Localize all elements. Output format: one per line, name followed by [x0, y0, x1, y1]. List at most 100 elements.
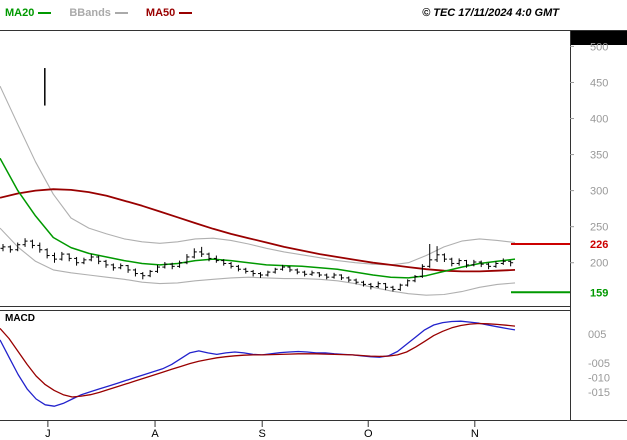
- candle: [324, 273, 330, 280]
- candle: [500, 258, 506, 265]
- candle: [265, 270, 271, 277]
- candle: [59, 251, 65, 261]
- candle: [213, 255, 219, 263]
- macd-series-signal: [0, 322, 516, 398]
- candle: [427, 243, 433, 268]
- month-label: A: [151, 428, 159, 440]
- candle: [309, 270, 315, 276]
- candle: [294, 268, 300, 275]
- month-label: S: [259, 428, 266, 440]
- candle: [177, 260, 183, 268]
- candle: [353, 278, 359, 285]
- candle: [147, 269, 153, 278]
- candle: [258, 272, 263, 278]
- candle: [66, 253, 72, 262]
- candle: [184, 254, 190, 265]
- candle: [449, 257, 455, 267]
- candle: [368, 282, 374, 290]
- candle: [206, 252, 212, 262]
- candle: [155, 264, 160, 273]
- candle: [88, 254, 94, 262]
- candle: [44, 248, 50, 259]
- series-bb_upper: [0, 85, 516, 266]
- candle: [22, 238, 28, 247]
- candle: [471, 259, 477, 267]
- candle: [302, 270, 308, 277]
- candle: [316, 272, 322, 278]
- candle: [375, 281, 381, 288]
- candle: [103, 259, 109, 268]
- candle: [140, 272, 146, 280]
- candle: [508, 260, 514, 267]
- candle: [52, 252, 57, 263]
- ma20-line-sample-icon: [38, 12, 52, 14]
- candle: [0, 243, 6, 252]
- candle: [7, 245, 13, 253]
- candle: [419, 264, 425, 278]
- y-axis-label: 500: [590, 41, 608, 53]
- candle: [235, 264, 241, 272]
- series-bb_lower: [0, 227, 516, 296]
- y-axis-label: 400: [590, 114, 608, 126]
- candle: [169, 262, 175, 270]
- candle: [199, 246, 205, 257]
- candle: [405, 279, 411, 287]
- candle: [493, 261, 499, 268]
- legend-label-bbands: BBands: [69, 7, 111, 19]
- candle: [331, 272, 337, 279]
- candle: [478, 260, 484, 268]
- candlestick-series: [0, 238, 514, 292]
- y-axis-label: 250: [590, 222, 608, 234]
- y-axis-label: 200: [590, 258, 608, 270]
- month-label: O: [364, 428, 373, 440]
- candle: [162, 262, 168, 269]
- candle: [397, 283, 403, 291]
- legend-label-ma20: MA20: [5, 7, 35, 19]
- copyright-timestamp: © TEC 17/11/2024 4:0 GMT: [422, 7, 559, 19]
- candle: [441, 253, 447, 263]
- candle: [15, 242, 21, 252]
- y-axis-label: 450: [590, 77, 608, 89]
- y-axis-label: 300: [590, 186, 608, 198]
- legend-label-ma50: MA50: [145, 7, 176, 19]
- candle: [96, 255, 102, 265]
- candle: [272, 267, 278, 274]
- candle: [243, 267, 249, 274]
- axis-corner-box: [571, 31, 627, 45]
- month-label: J: [45, 428, 51, 440]
- candle: [456, 258, 462, 266]
- candle: [361, 280, 366, 287]
- macd-panel-title: MACD: [5, 313, 35, 324]
- candle: [280, 264, 286, 271]
- candle: [250, 269, 256, 277]
- series-ma20: [0, 157, 516, 279]
- candle: [464, 259, 469, 268]
- macd-axis-label: -015: [588, 387, 610, 399]
- candle: [29, 239, 35, 249]
- series-ma50: [0, 188, 516, 273]
- legend-item-bbands: BBands: [69, 7, 128, 19]
- candle: [287, 266, 293, 273]
- level-label-226: 226: [590, 239, 608, 251]
- candle: [434, 246, 440, 263]
- candle: [221, 259, 227, 266]
- chart-legend: MA20 BBands MA50: [5, 7, 193, 19]
- candle: [228, 262, 234, 269]
- macd-axis-label: -005: [588, 358, 610, 370]
- candle: [412, 274, 418, 283]
- candle: [383, 282, 389, 291]
- candle: [81, 257, 87, 265]
- candle: [125, 264, 131, 273]
- candle: [486, 262, 492, 270]
- candle: [191, 248, 197, 259]
- level-label-159: 159: [590, 287, 608, 299]
- candle: [390, 285, 396, 292]
- legend-item-ma20: MA20: [5, 7, 52, 19]
- bbands-line-sample-icon: [114, 12, 128, 14]
- candle: [74, 256, 80, 266]
- y-axis-label: 350: [590, 150, 608, 162]
- candle: [37, 242, 43, 253]
- candle: [132, 268, 138, 277]
- ma50-line-sample-icon: [179, 12, 193, 14]
